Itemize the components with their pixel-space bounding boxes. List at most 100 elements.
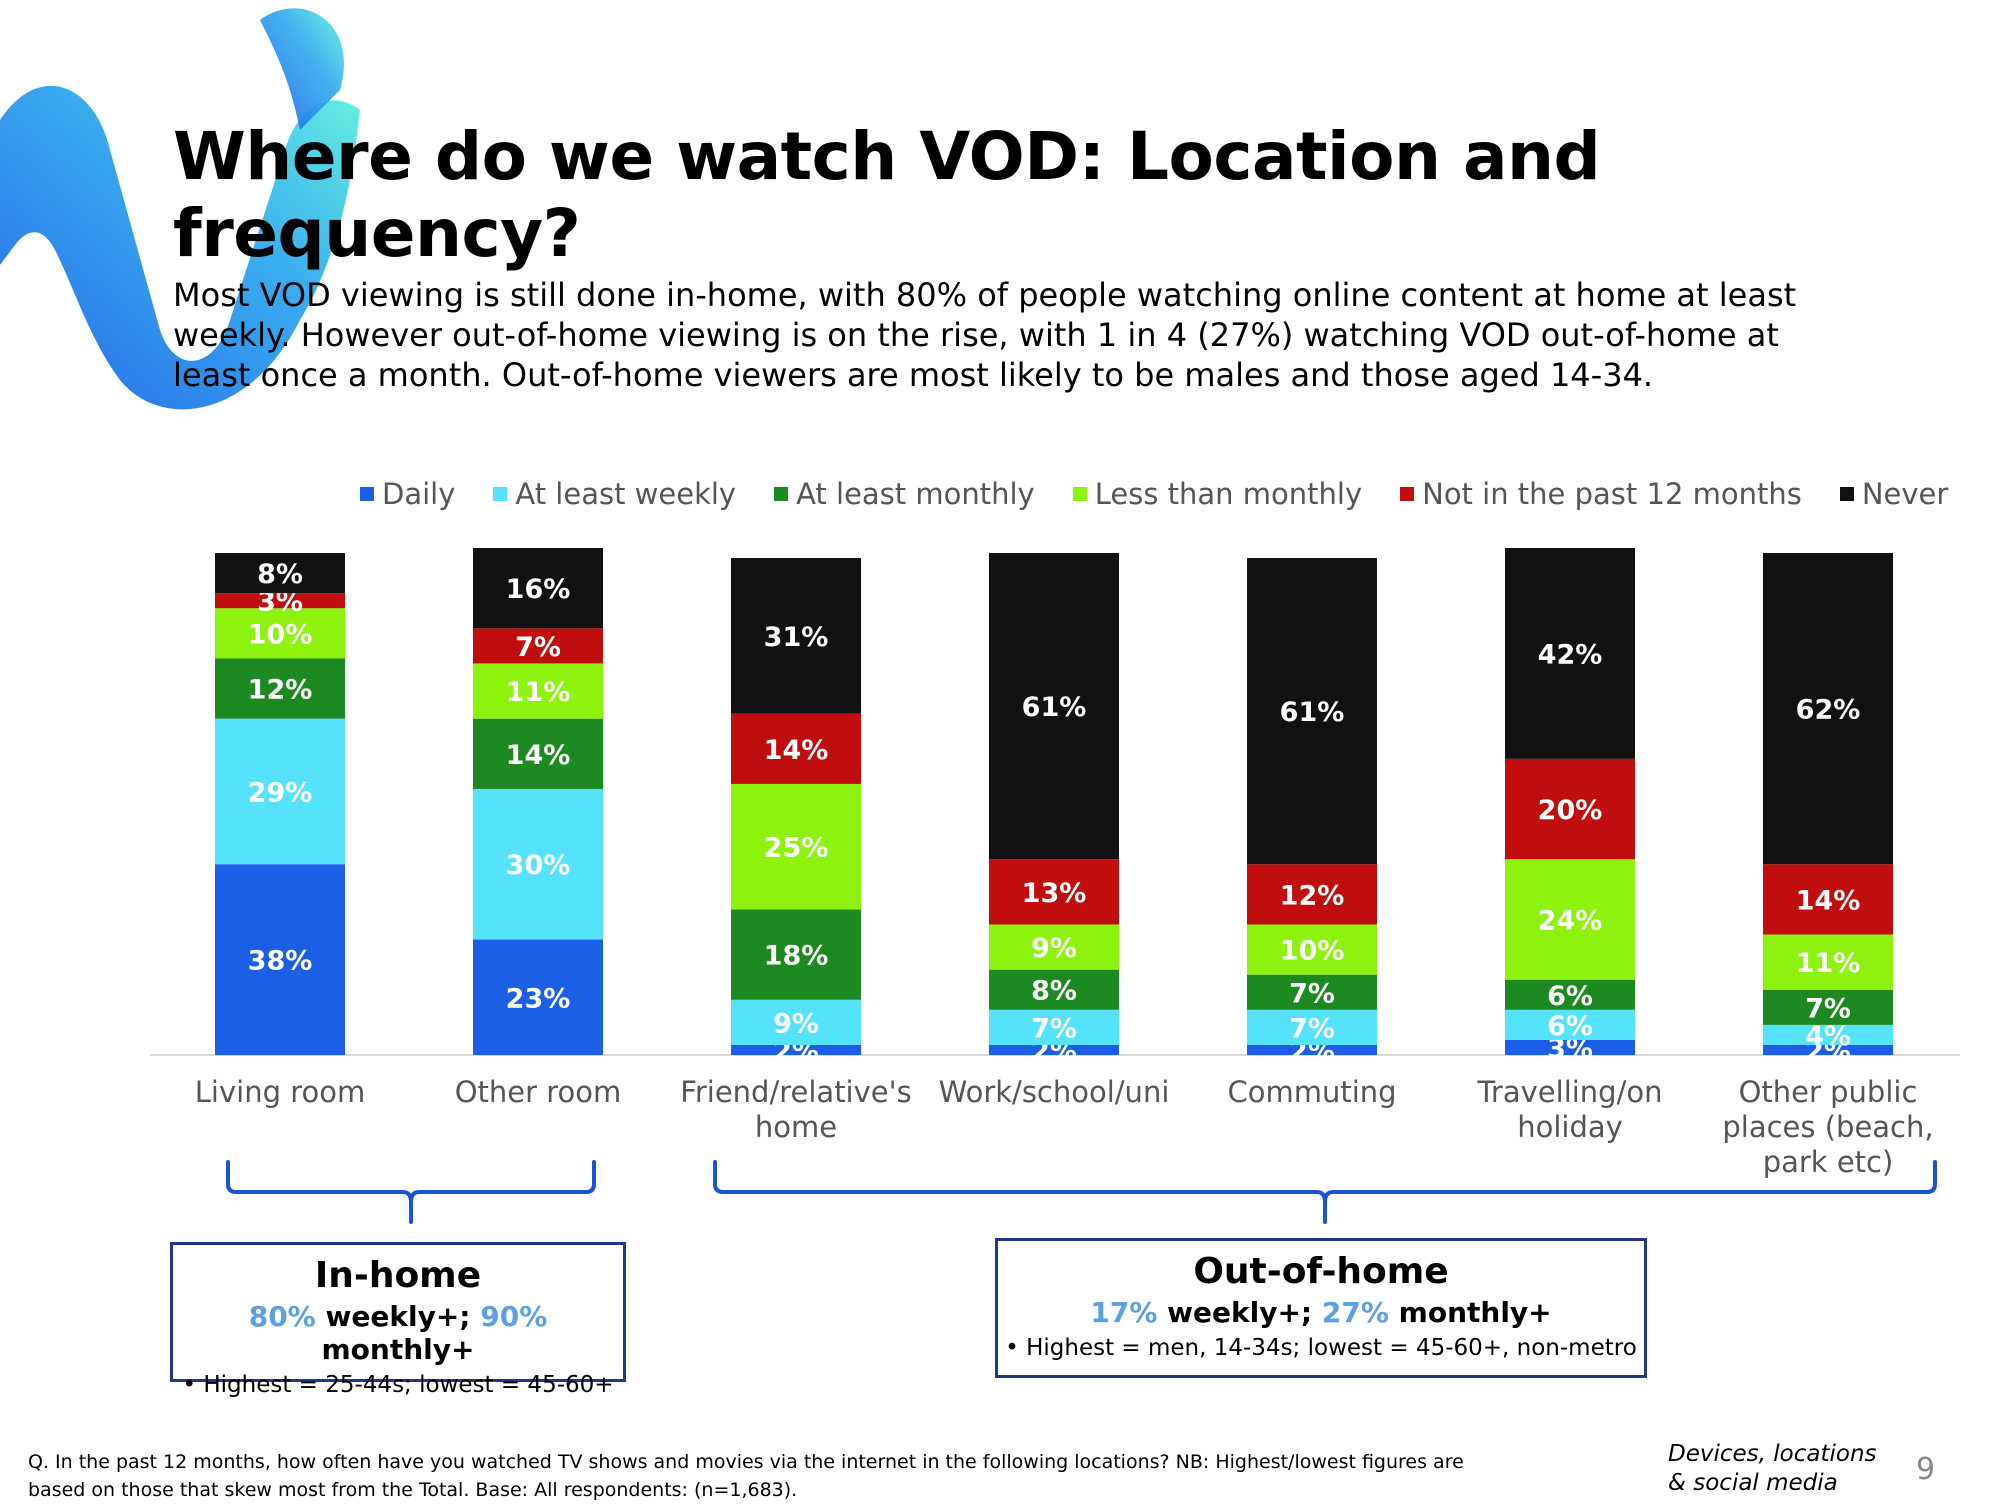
in-home-stats: 80% weekly+; 90% monthly+: [173, 1300, 623, 1366]
footer-section-line-2: & social media: [1668, 1470, 1838, 1496]
data-label-1-0: 23%: [506, 983, 571, 1014]
data-label-0-5: 8%: [257, 559, 303, 590]
footer-question: Q. In the past 12 months, how often have…: [28, 1451, 1464, 1501]
bar-segment-5-3: [1505, 859, 1635, 980]
bar-segment-2-3: [731, 783, 861, 910]
category-label-5: Travelling/on holiday: [1476, 1075, 1662, 1144]
bar-segment-5-1: [1505, 1009, 1635, 1040]
in-home-weekly-value: 80%: [248, 1300, 316, 1333]
bar-segment-3-5: [989, 553, 1119, 860]
bar-segment-4-5: [1247, 558, 1377, 865]
data-label-2-3: 25%: [764, 833, 829, 864]
bar-segment-1-3: [473, 663, 603, 719]
data-label-5-3: 24%: [1538, 905, 1603, 936]
data-label-5-2: 6%: [1547, 981, 1593, 1012]
footer-section-line-1: Devices, locations: [1668, 1441, 1877, 1467]
data-label-3-4: 13%: [1022, 878, 1087, 909]
bar-segment-3-2: [989, 969, 1119, 1010]
bar-segment-4-2: [1247, 974, 1377, 1010]
data-label-4-1: 7%: [1289, 1013, 1335, 1044]
category-label-4: Commuting: [1227, 1075, 1396, 1109]
in-home-monthly-value: 90%: [480, 1300, 548, 1333]
data-label-3-1: 7%: [1031, 1013, 1077, 1044]
data-label-1-4: 7%: [515, 632, 561, 663]
data-label-3-2: 8%: [1031, 976, 1077, 1007]
legend-item-1: At least weekly: [493, 477, 736, 511]
brand-logo-shape: [0, 8, 360, 410]
data-label-6-5: 62%: [1796, 695, 1861, 726]
legend-label: At least weekly: [515, 477, 737, 511]
out-of-home-title: Out-of-home: [1193, 1251, 1449, 1292]
bar-segment-1-5: [473, 547, 603, 629]
legend-item-0: Daily: [360, 477, 455, 511]
data-label-5-5: 42%: [1538, 639, 1603, 670]
bar-segment-4-4: [1247, 864, 1377, 925]
out-of-home-monthly-label: monthly+: [1388, 1296, 1552, 1329]
data-label-1-1: 30%: [506, 850, 571, 881]
bar-segment-2-4: [731, 713, 861, 784]
legend-swatch: [1839, 487, 1854, 501]
out-of-home-summary-box: Out-of-home 17% weekly+; 27% monthly+ • …: [995, 1238, 1647, 1378]
out-of-home-monthly-value: 27%: [1321, 1296, 1389, 1329]
bar-segment-0-2: [215, 658, 345, 719]
bar-segment-4-0: [1247, 1044, 1377, 1055]
data-label-5-1: 6%: [1547, 1011, 1593, 1042]
data-label-4-2: 7%: [1289, 978, 1335, 1009]
data-label-1-2: 14%: [506, 740, 571, 771]
data-label-6-2: 7%: [1805, 993, 1851, 1024]
data-label-0-2: 12%: [248, 675, 313, 706]
page-subtitle: Most VOD viewing is still done in-home, …: [173, 276, 1797, 394]
legend-swatch: [1400, 487, 1415, 501]
bar-segment-5-5: [1505, 547, 1635, 759]
data-label-0-0: 38%: [248, 946, 313, 977]
legend-label: Less than monthly: [1094, 477, 1363, 511]
legend-item-4: Not in the past 12 months: [1400, 477, 1802, 511]
legend-label: Not in the past 12 months: [1422, 477, 1802, 511]
out-of-home-stats: 17% weekly+; 27% monthly+: [998, 1296, 1644, 1329]
category-label-6: Other public places (beach, park etc): [1722, 1075, 1933, 1179]
data-label-4-5: 61%: [1280, 697, 1345, 728]
legend-swatch: [1072, 487, 1087, 501]
legend-label: At least monthly: [796, 477, 1035, 511]
category-label-3: Work/school/uni: [939, 1075, 1170, 1109]
data-label-4-3: 10%: [1280, 936, 1345, 967]
in-home-summary-box: In-home 80% weekly+; 90% monthly+ • High…: [170, 1242, 626, 1398]
bar-segment-3-0: [989, 1044, 1119, 1055]
bar-segment-3-3: [989, 924, 1119, 970]
bar-segment-4-1: [1247, 1009, 1377, 1045]
bar-segment-1-1: [473, 788, 603, 940]
data-label-6-3: 11%: [1796, 948, 1861, 979]
in-home-title: In-home: [314, 1255, 482, 1296]
bar-segment-6-2: [1763, 989, 1893, 1025]
out-of-home-note: • Highest = men, 14-34s; lowest = 45-60+…: [1005, 1335, 1637, 1361]
legend-swatch: [774, 487, 789, 501]
category-label-2: Friend/relative's home: [680, 1075, 911, 1144]
bar-segment-1-2: [473, 718, 603, 789]
data-label-0-1: 29%: [248, 777, 313, 808]
out-of-home-weekly-value: 17%: [1090, 1296, 1158, 1329]
bar-segment-2-0: [731, 1044, 861, 1055]
footer-section-name: Devices, locations & social media: [1668, 1440, 1888, 1498]
data-label-2-2: 18%: [764, 941, 829, 972]
bar-segment-2-2: [731, 909, 861, 1000]
bar-segment-6-1: [1763, 1024, 1893, 1045]
bar-segment-0-4: [215, 593, 345, 609]
data-label-1-3: 11%: [506, 677, 571, 708]
bar-segment-2-5: [731, 558, 861, 714]
in-home-bracket: [226, 1160, 596, 1224]
bar-segment-4-3: [1247, 924, 1377, 975]
bar-segment-3-1: [989, 1009, 1119, 1045]
bar-segment-0-0: [215, 864, 345, 1055]
data-label-1-5: 16%: [506, 574, 571, 605]
data-label-6-4: 14%: [1796, 885, 1861, 916]
page-number: 9: [1916, 1452, 1936, 1487]
legend-label: Never: [1861, 477, 1949, 511]
page-title: Where do we watch VOD: Location and freq…: [173, 118, 1601, 272]
in-home-monthly-label: monthly+: [321, 1333, 475, 1366]
legend-item-3: Less than monthly: [1072, 477, 1363, 511]
bar-segment-0-3: [215, 608, 345, 659]
in-home-weekly-label: weekly+;: [315, 1300, 481, 1333]
bar-segment-6-3: [1763, 934, 1893, 990]
in-home-note: • Highest = 25-44s; lowest = 45-60+: [182, 1372, 614, 1398]
